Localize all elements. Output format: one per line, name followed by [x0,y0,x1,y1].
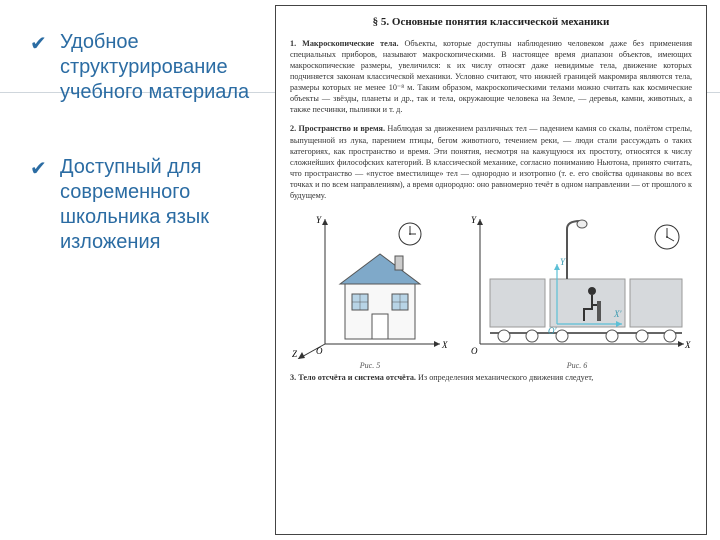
figure-6-caption: Рис. 6 [462,361,692,370]
p1-lead: 1. Макроскопические тела. [290,39,399,48]
svg-text:O: O [316,346,323,356]
p2-body: Наблюдая за движением различных тел — па… [290,124,692,199]
p3-lead: 3. Тело отсчёта и система отсчёта. [290,373,416,382]
p3-body: Из определения механического движения сл… [416,373,593,382]
paragraph-1: 1. Макроскопические тела. Объекты, котор… [290,38,692,115]
figure-5-caption: Рис. 5 [290,361,450,370]
figure-6: X Y O [462,209,692,370]
textbook-page: § 5. Основные понятия классической механ… [275,5,707,535]
svg-text:Y: Y [471,215,477,225]
bullet-1: Удобное структурирование учебного матери… [30,30,265,105]
svg-text:Z: Z [292,349,298,359]
left-column: Удобное структурирование учебного матери… [30,30,265,305]
p2-lead: 2. Пространство и время. [290,124,385,133]
page-title: § 5. Основные понятия классической механ… [290,16,692,28]
figure-row: X Y Z O [290,209,692,370]
svg-text:X: X [684,340,691,350]
figure-5: X Y Z O [290,209,450,370]
svg-text:O′: O′ [548,326,557,336]
bullet-1-text: Удобное структурирование учебного матери… [60,31,249,103]
bullet-2-text: Доступный для современного школьника язы… [60,156,209,253]
svg-text:Y: Y [316,215,322,225]
paragraph-2: 2. Пространство и время. Наблюдая за дви… [290,123,692,200]
bullet-2: Доступный для современного школьника язы… [30,155,265,255]
p1-body: Объекты, которые доступны наблюдению чел… [290,39,692,114]
figure-5-svg: X Y Z O [290,209,450,359]
svg-text:O: O [471,346,478,356]
svg-text:X: X [441,340,448,350]
paragraph-3: 3. Тело отсчёта и система отсчёта. Из оп… [290,372,692,383]
figure-6-svg: X Y O [462,209,692,359]
svg-text:X′: X′ [613,309,622,319]
